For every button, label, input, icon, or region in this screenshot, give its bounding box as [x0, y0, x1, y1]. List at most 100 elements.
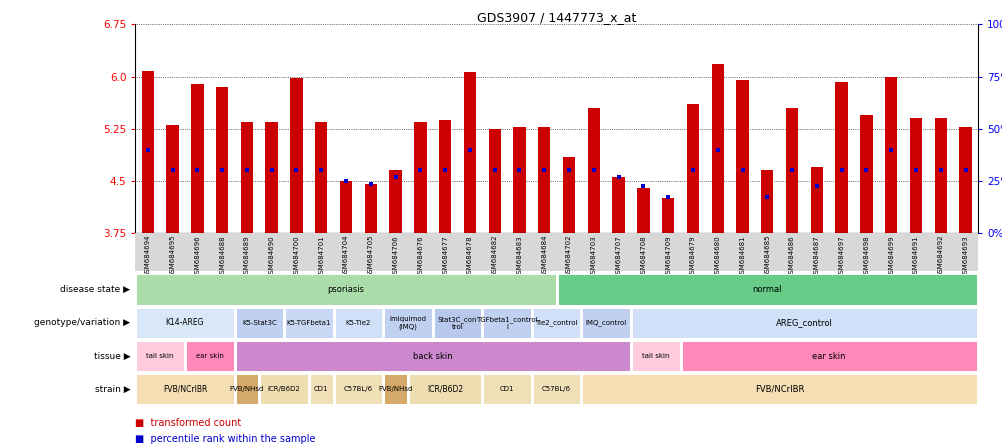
Text: Tie2_control: Tie2_control: [535, 319, 577, 326]
Text: ICR/B6D2: ICR/B6D2: [427, 385, 463, 394]
Bar: [810, 167, 823, 233]
Text: GSM684683: GSM684683: [516, 235, 522, 278]
Bar: [513, 127, 525, 233]
Bar: [884, 77, 897, 233]
Bar: [860, 115, 872, 233]
Text: tail skin: tail skin: [641, 353, 669, 359]
Text: GSM684692: GSM684692: [937, 235, 943, 278]
Bar: [340, 181, 352, 233]
Text: FVB/NHsd: FVB/NHsd: [378, 386, 413, 392]
Bar: [661, 198, 673, 233]
Text: CD1: CD1: [499, 386, 514, 392]
Bar: [235, 341, 629, 371]
Text: GSM684679: GSM684679: [689, 235, 695, 278]
Bar: [909, 119, 921, 233]
Text: K5-Tie2: K5-Tie2: [346, 320, 371, 326]
Bar: [384, 374, 407, 404]
Text: normal: normal: [752, 285, 782, 294]
Text: ICR/B6D2: ICR/B6D2: [268, 386, 301, 392]
Text: GSM684677: GSM684677: [442, 235, 448, 278]
Text: C57BL/6: C57BL/6: [344, 386, 373, 392]
Bar: [835, 82, 847, 233]
Text: genotype/variation ▶: genotype/variation ▶: [34, 318, 130, 327]
Bar: [240, 122, 253, 233]
Bar: [488, 129, 500, 233]
Bar: [636, 188, 649, 233]
Text: IMQ_control: IMQ_control: [585, 319, 626, 326]
Text: GSM684708: GSM684708: [639, 235, 645, 278]
Text: GSM684681: GSM684681: [738, 235, 744, 278]
Text: GDS3907 / 1447773_x_at: GDS3907 / 1447773_x_at: [477, 11, 635, 24]
Bar: [686, 104, 698, 233]
Text: GSM684693: GSM684693: [962, 235, 968, 278]
Text: ■  percentile rank within the sample: ■ percentile rank within the sample: [135, 434, 316, 444]
Text: GSM684704: GSM684704: [343, 235, 349, 278]
Text: GSM684689: GSM684689: [243, 235, 249, 278]
Bar: [710, 64, 723, 233]
Bar: [582, 308, 629, 338]
Text: GSM684699: GSM684699: [888, 235, 894, 278]
Text: GSM684705: GSM684705: [368, 235, 374, 278]
Bar: [582, 374, 976, 404]
Bar: [290, 78, 303, 233]
Bar: [463, 72, 476, 233]
Text: GSM684690: GSM684690: [269, 235, 275, 278]
Text: GSM684698: GSM684698: [863, 235, 869, 278]
Bar: [136, 274, 555, 305]
Text: GSM684702: GSM684702: [565, 235, 571, 278]
Text: GSM684686: GSM684686: [789, 235, 795, 278]
Text: ear skin: ear skin: [812, 352, 845, 361]
Bar: [562, 157, 575, 233]
Bar: [439, 120, 451, 233]
Text: tail skin: tail skin: [146, 353, 173, 359]
Bar: [136, 341, 183, 371]
Bar: [587, 108, 599, 233]
Bar: [433, 308, 481, 338]
Text: GSM684700: GSM684700: [294, 235, 300, 278]
Text: GSM684684: GSM684684: [541, 235, 547, 278]
Text: GSM684676: GSM684676: [417, 235, 423, 278]
Bar: [414, 122, 426, 233]
Bar: [557, 274, 976, 305]
Text: K5-TGFbeta1: K5-TGFbeta1: [287, 320, 331, 326]
Bar: [483, 308, 530, 338]
Text: GSM684706: GSM684706: [392, 235, 398, 278]
Bar: [266, 122, 278, 233]
Text: Stat3C_con
trol: Stat3C_con trol: [437, 316, 477, 329]
Text: K14-AREG: K14-AREG: [165, 318, 204, 327]
Bar: [537, 127, 550, 233]
Bar: [532, 308, 580, 338]
Bar: [934, 119, 946, 233]
Text: GSM684697: GSM684697: [838, 235, 844, 278]
Text: GSM684678: GSM684678: [467, 235, 473, 278]
Bar: [261, 374, 308, 404]
Bar: [409, 374, 481, 404]
Bar: [335, 374, 382, 404]
Bar: [735, 80, 747, 233]
Bar: [310, 374, 333, 404]
Bar: [315, 122, 327, 233]
Bar: [191, 83, 203, 233]
Text: GSM684682: GSM684682: [491, 235, 497, 278]
Text: disease state ▶: disease state ▶: [60, 285, 130, 294]
Text: C57BL/6: C57BL/6: [541, 386, 571, 392]
Text: psoriasis: psoriasis: [328, 285, 364, 294]
Bar: [612, 178, 624, 233]
Bar: [761, 170, 773, 233]
Text: FVB/NHsd: FVB/NHsd: [229, 386, 264, 392]
Bar: [389, 170, 402, 233]
Bar: [681, 341, 976, 371]
Bar: [166, 125, 178, 233]
Text: AREG_control: AREG_control: [776, 318, 832, 327]
Text: ear skin: ear skin: [195, 353, 223, 359]
Text: CD1: CD1: [314, 386, 329, 392]
Text: FVB/NCrIBR: FVB/NCrIBR: [162, 385, 207, 394]
Text: imiquimod
(IMQ): imiquimod (IMQ): [389, 316, 426, 329]
Text: strain ▶: strain ▶: [94, 385, 130, 394]
Text: GSM684701: GSM684701: [318, 235, 324, 278]
Bar: [136, 374, 233, 404]
Bar: [185, 341, 233, 371]
Text: K5-Stat3C: K5-Stat3C: [241, 320, 277, 326]
Bar: [235, 374, 259, 404]
Text: back skin: back skin: [413, 352, 452, 361]
